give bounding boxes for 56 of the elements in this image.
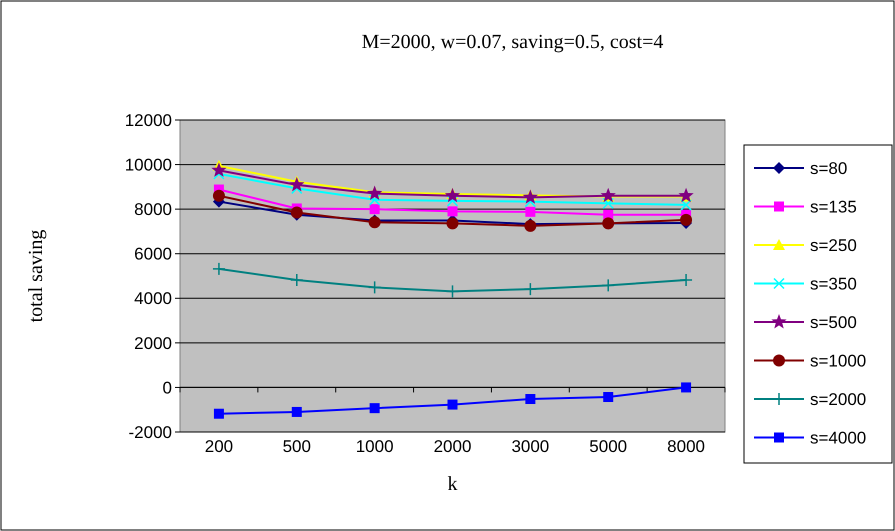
x-tick-label: 1000 (356, 437, 394, 456)
legend-label: s=2000 (810, 390, 866, 409)
point (292, 406, 302, 417)
point (290, 206, 303, 218)
x-tick-label: 500 (282, 437, 311, 456)
point (601, 278, 615, 292)
point (525, 206, 536, 217)
point (602, 198, 614, 210)
point (448, 206, 458, 216)
x-axis-title: k (448, 473, 458, 495)
point (370, 204, 380, 214)
point (448, 400, 458, 410)
x-tick-label: 3000 (511, 437, 550, 456)
legend-label: s=500 (810, 312, 857, 332)
point (603, 392, 614, 402)
point (368, 194, 380, 206)
y-tick-label: 0 (162, 378, 172, 398)
x-tick-label: 5000 (589, 437, 628, 456)
x-tick-label: 2000 (434, 437, 472, 456)
point (524, 282, 538, 296)
point (370, 403, 380, 414)
point (367, 186, 382, 200)
x-tick-label: 8000 (667, 437, 705, 456)
legend-label: s=135 (810, 197, 857, 216)
point (522, 189, 538, 204)
point (444, 188, 460, 202)
x-tick-label: 200 (204, 437, 234, 456)
point (212, 262, 226, 276)
y-tick-label: 6000 (134, 244, 172, 264)
legend-label: s=250 (810, 236, 857, 255)
point (214, 408, 224, 419)
y-tick-label: 8000 (134, 200, 172, 220)
point (446, 284, 460, 298)
point (681, 382, 692, 392)
point (289, 176, 304, 192)
point (525, 394, 536, 404)
y-tick-label: 4000 (134, 289, 172, 308)
y-axis-title: total saving (25, 230, 47, 322)
y-tick-label: 10000 (124, 156, 172, 175)
point (290, 273, 304, 287)
point (368, 280, 382, 294)
point (680, 199, 692, 211)
y-tick-label: 12000 (124, 110, 172, 130)
legend-label: s=350 (810, 274, 857, 294)
legend-label: s=80 (810, 158, 848, 178)
point (680, 214, 692, 226)
point (679, 273, 693, 287)
legend-label: s=1000 (810, 351, 866, 370)
y-tick-label: -2000 (128, 422, 172, 442)
y-tick-label: 2000 (134, 334, 172, 353)
legend-label: s=4000 (810, 428, 866, 448)
point (212, 190, 225, 202)
point (211, 162, 227, 177)
point (446, 195, 458, 207)
chart-title: M=2000, w=0.07, saving=0.5, cost=4 (362, 31, 664, 53)
point (446, 217, 458, 230)
